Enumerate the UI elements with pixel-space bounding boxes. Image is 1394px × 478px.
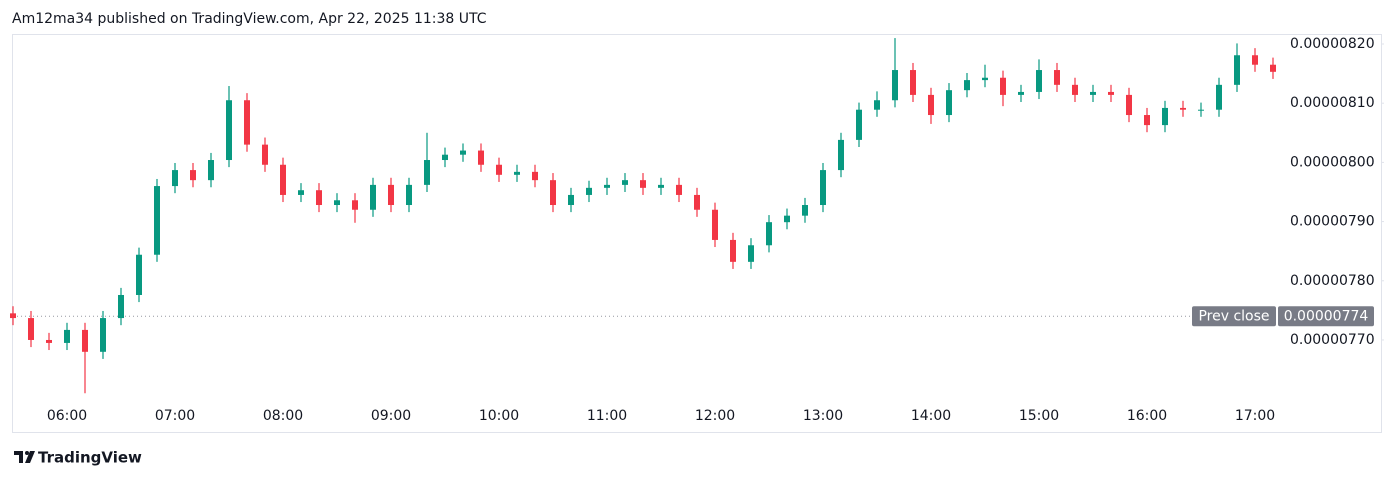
candle-body: [370, 184, 376, 210]
candle-body: [136, 254, 142, 295]
header: Am12ma34 published on TradingView.com, A…: [12, 11, 487, 27]
candle-body: [172, 170, 178, 187]
candle-body: [100, 318, 106, 352]
candle-body: [568, 194, 574, 206]
candle-body: [118, 294, 124, 319]
candle-body: [730, 239, 736, 262]
candle-body: [316, 190, 322, 206]
candle-body: [496, 164, 502, 175]
candle-body: [892, 70, 898, 101]
candle-body: [514, 171, 520, 175]
candle-body: [1036, 70, 1042, 92]
candle-body: [910, 70, 916, 95]
candle-body: [28, 318, 34, 340]
candle-body: [622, 180, 628, 185]
candle-body: [784, 215, 790, 223]
y-tick-label: 0.00000770: [1290, 332, 1375, 348]
candle-body: [1072, 84, 1078, 95]
candle-body: [406, 184, 412, 206]
candle-body: [712, 209, 718, 240]
candle-body: [640, 180, 646, 188]
tv-logo: [14, 451, 35, 463]
candle-body: [676, 184, 682, 195]
candle-body: [1252, 55, 1258, 65]
y-tick-label: 0.00000790: [1290, 214, 1375, 230]
candle-body: [10, 313, 16, 319]
candle-body: [190, 170, 196, 181]
candle-body: [874, 100, 880, 110]
candle-body: [1108, 91, 1114, 95]
candle-body: [982, 77, 988, 81]
candle-body: [658, 184, 664, 188]
candle-body: [226, 100, 232, 161]
candle-body: [1000, 77, 1006, 95]
candle-body: [1018, 91, 1024, 95]
candle-body: [460, 150, 466, 155]
candle-body: [262, 144, 268, 165]
candle-body: [694, 194, 700, 210]
candle-body: [532, 171, 538, 181]
candle-body: [766, 222, 772, 246]
candle-body: [478, 150, 484, 165]
candle-body: [820, 170, 826, 206]
prev-close-value-tag: [1278, 306, 1374, 327]
candle-body: [838, 139, 844, 171]
candle-body: [1198, 109, 1204, 111]
candle-body: [802, 205, 808, 216]
candle-body: [1126, 94, 1132, 116]
prev-close-tag: [1192, 306, 1276, 327]
candle-body: [1216, 84, 1222, 110]
candle-body: [424, 160, 430, 185]
candle-body: [1090, 91, 1096, 95]
candle-body: [1234, 55, 1240, 85]
candle-body: [964, 80, 970, 91]
x-tick-label: 10:00: [479, 408, 519, 424]
footer-brand: TradingView: [38, 449, 142, 467]
candle-body: [82, 329, 88, 352]
x-tick-label: 13:00: [803, 408, 843, 424]
prev-close-label: Prev close: [1198, 308, 1269, 324]
candle-body: [1270, 64, 1276, 72]
y-tick-label: 0.00000800: [1290, 154, 1375, 170]
y-tick-label: 0.00000820: [1290, 36, 1375, 52]
candle-body: [856, 109, 862, 140]
candle-body: [208, 160, 214, 181]
candle-body: [280, 164, 286, 195]
candle-body: [46, 339, 52, 343]
candle-body: [946, 90, 952, 116]
x-tick-label: 17:00: [1235, 408, 1275, 424]
candle-body: [928, 94, 934, 116]
candle-body: [1054, 70, 1060, 85]
candle-body: [352, 200, 358, 210]
candle-body: [64, 329, 70, 343]
candle-body: [154, 186, 160, 255]
candle-body: [334, 200, 340, 206]
candle-body: [550, 180, 556, 206]
candle-body: [604, 184, 610, 188]
prev-close-value: 0.00000774: [1284, 308, 1369, 324]
candle-body: [388, 184, 394, 206]
candle-body: [1180, 107, 1186, 110]
x-tick-label: 07:00: [155, 408, 195, 424]
x-tick-label: 08:00: [263, 408, 303, 424]
x-tick-label: 15:00: [1019, 408, 1059, 424]
chart-frame: [12, 34, 1382, 433]
candle-body: [1162, 107, 1168, 126]
candle-body: [244, 100, 250, 145]
x-tick-label: 09:00: [371, 408, 411, 424]
candle-body: [1144, 115, 1150, 126]
candle-body: [748, 245, 754, 262]
x-tick-label: 11:00: [587, 408, 627, 424]
candle-body: [298, 190, 304, 195]
x-tick-label: 06:00: [47, 408, 87, 424]
y-tick-label: 0.00000810: [1290, 95, 1375, 111]
x-tick-label: 14:00: [911, 408, 951, 424]
x-tick-label: 16:00: [1127, 408, 1167, 424]
candle-body: [442, 154, 448, 161]
candle-body: [586, 187, 592, 195]
x-tick-label: 12:00: [695, 408, 735, 424]
y-tick-label: 0.00000780: [1290, 273, 1375, 289]
